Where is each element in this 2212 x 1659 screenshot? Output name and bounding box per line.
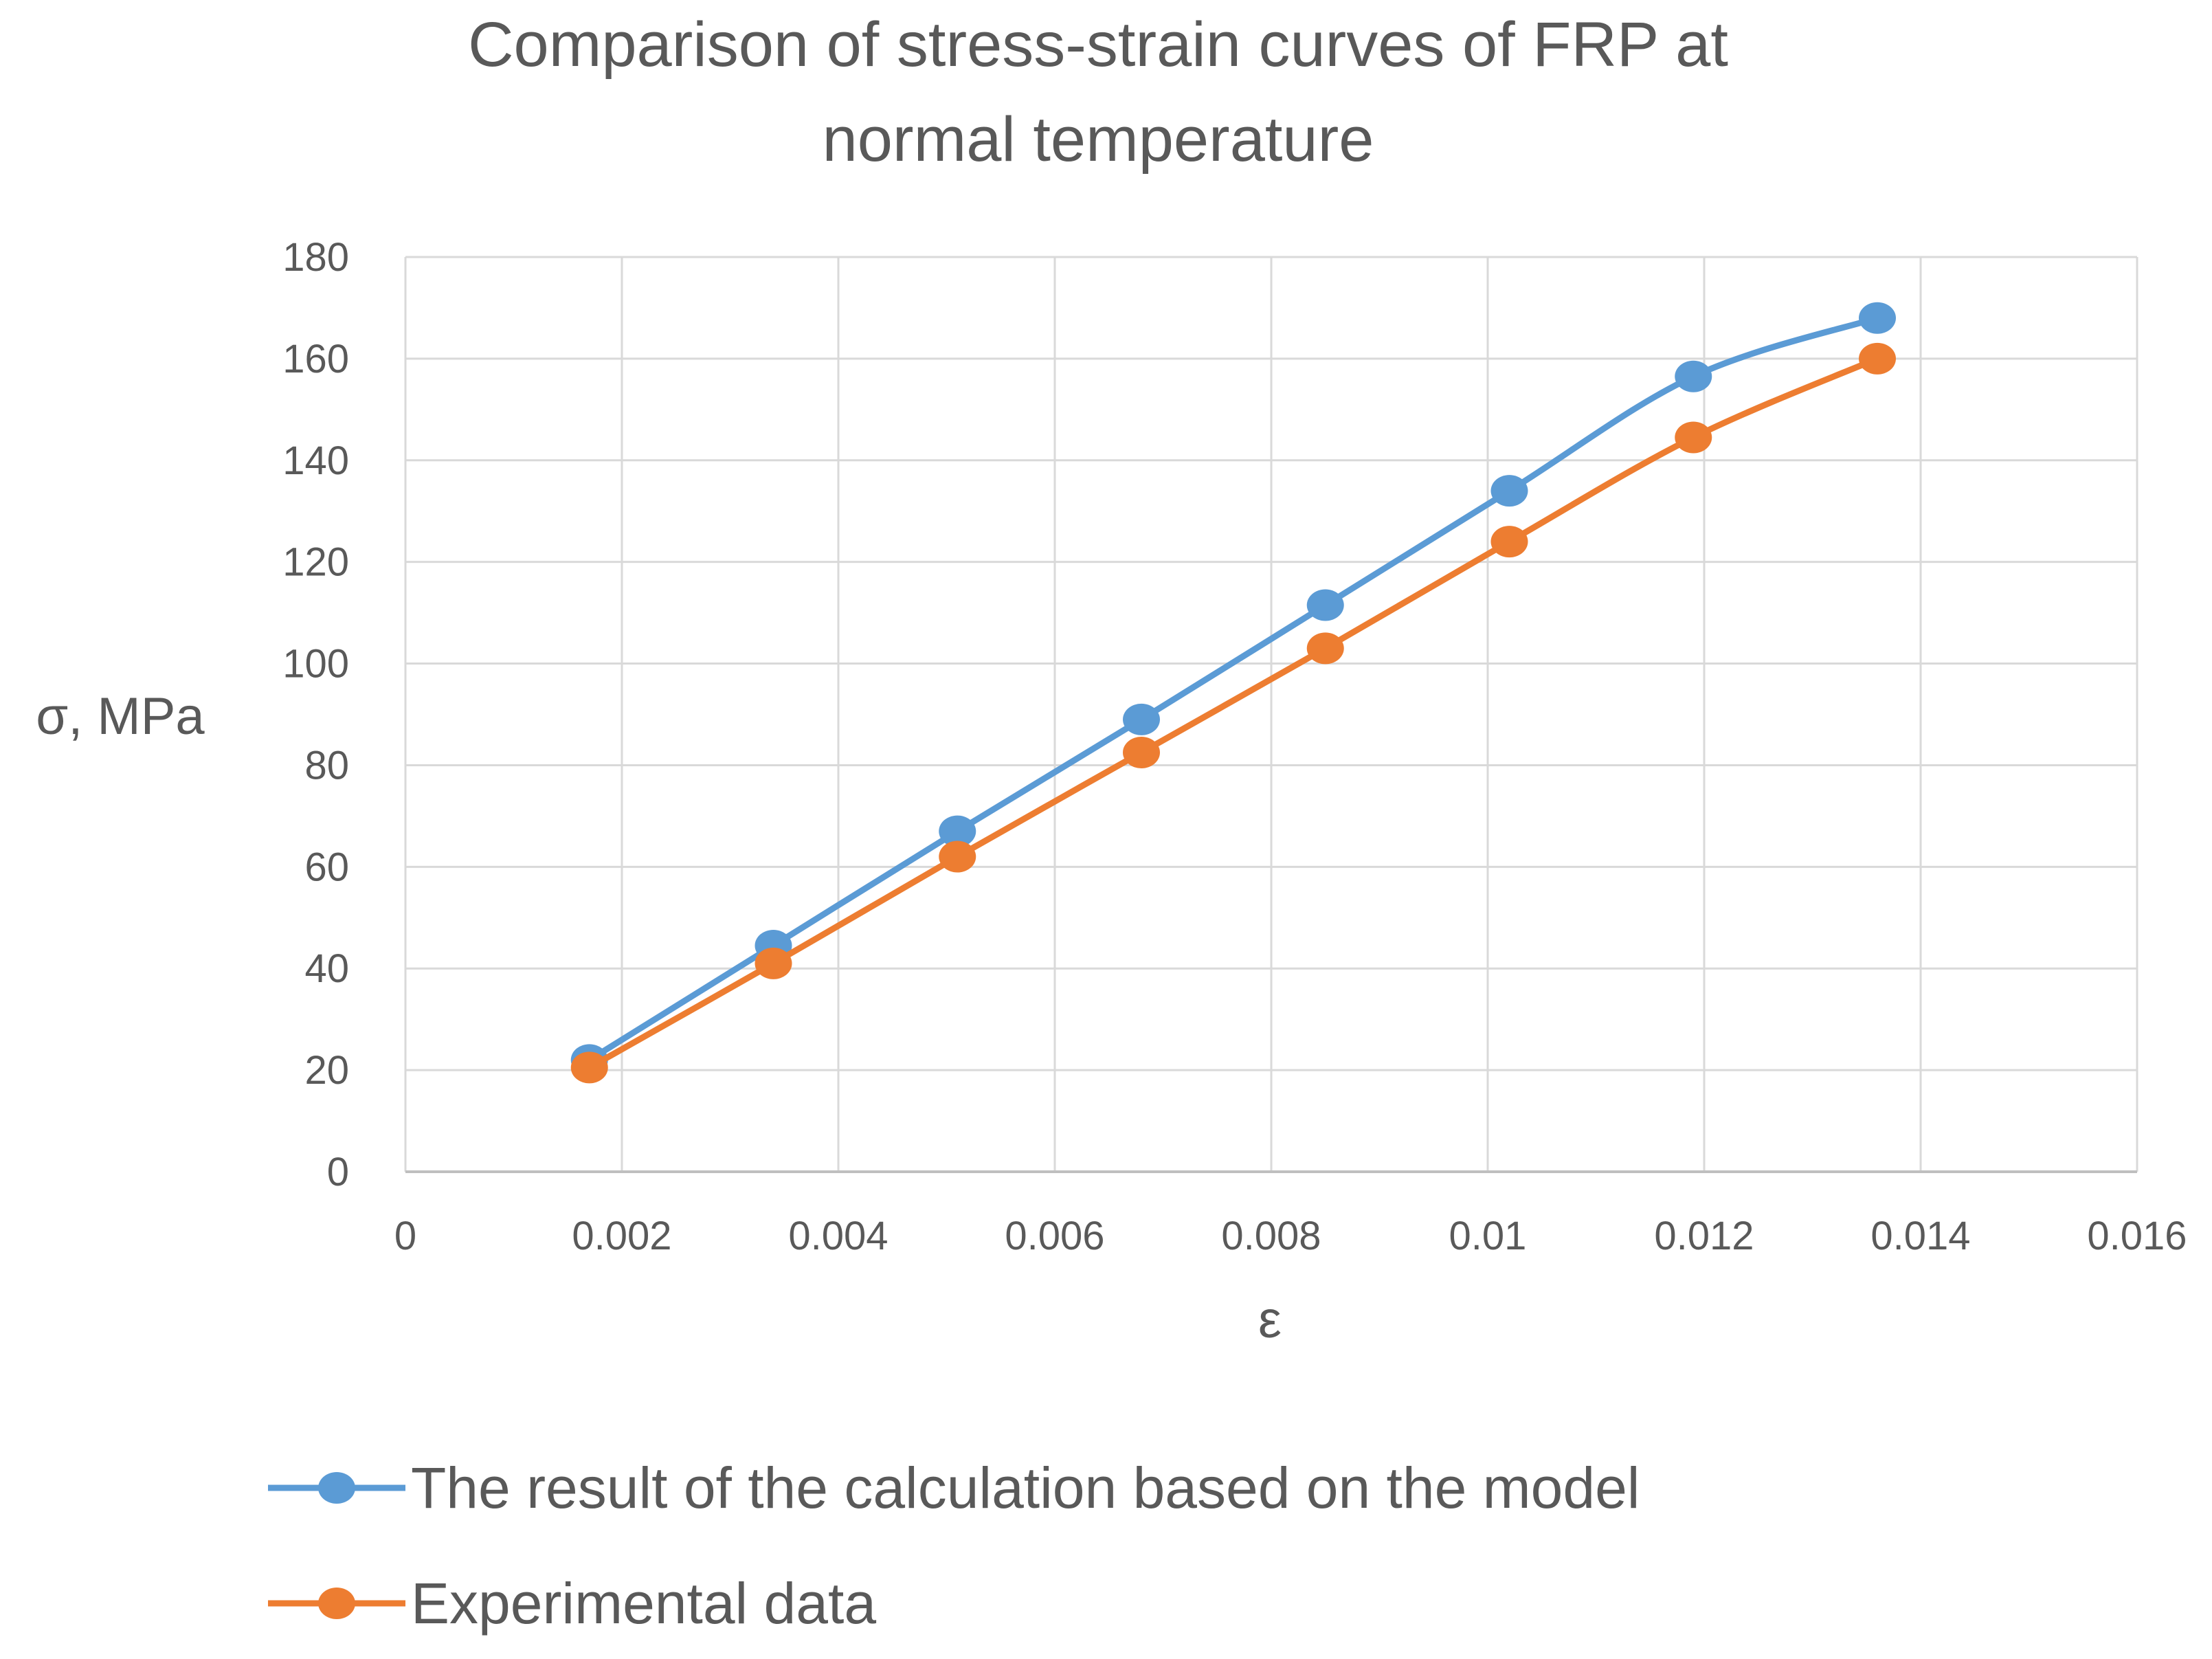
x-tick-label: 0.006 — [1005, 1214, 1104, 1258]
chart-title-line-1: Comparison of stress-strain curves of FR… — [468, 10, 1728, 80]
y-tick-label: 60 — [304, 845, 349, 889]
legend-label: The result of the calculation based on t… — [411, 1456, 1640, 1520]
chart-title-line-2: normal temperature — [823, 104, 1374, 175]
y-axis-ticks: 0 20 40 60 80 100 120 140 160 180 — [282, 235, 349, 1194]
data-point — [1490, 475, 1528, 507]
y-tick-label: 20 — [304, 1048, 349, 1093]
series-experimental — [570, 342, 1896, 1084]
y-tick-label: 0 — [327, 1150, 349, 1194]
y-tick-label: 140 — [282, 438, 349, 483]
series-line — [586, 315, 1881, 1063]
series-model — [570, 302, 1896, 1076]
chart-title: Comparison of stress-strain curves of FR… — [468, 10, 1728, 175]
x-tick-label: 0 — [394, 1214, 416, 1258]
data-point — [1306, 589, 1344, 621]
y-tick-label: 80 — [304, 743, 349, 788]
y-tick-label: 120 — [282, 540, 349, 585]
data-point — [1306, 632, 1344, 665]
data-point — [570, 1051, 608, 1084]
data-point — [1675, 360, 1712, 392]
data-point — [1490, 526, 1528, 558]
data-point — [1123, 736, 1160, 768]
data-point — [1675, 421, 1712, 454]
x-tick-label: 0.014 — [1870, 1214, 1970, 1258]
x-tick-label: 0.008 — [1221, 1214, 1321, 1258]
x-tick-label: 0.012 — [1654, 1214, 1754, 1258]
series-layer — [570, 302, 1896, 1084]
grid — [404, 256, 2138, 1173]
legend-item: The result of the calculation based on t… — [268, 1456, 1640, 1520]
y-tick-label: 180 — [282, 235, 349, 280]
legend-label: Experimental data — [411, 1571, 876, 1636]
legend-item: Experimental data — [268, 1571, 876, 1636]
legend-marker — [318, 1588, 355, 1619]
data-point — [1859, 342, 1896, 375]
x-axis-ticks: 0 0.002 0.004 0.006 0.008 0.01 0.012 0.014 0.016 — [394, 1214, 2187, 1258]
x-tick-label: 0.01 — [1449, 1214, 1527, 1258]
y-tick-label: 100 — [282, 642, 349, 687]
y-tick-label: 160 — [282, 337, 349, 381]
data-point — [1123, 703, 1160, 735]
y-axis-label: σ, MPa — [36, 687, 205, 746]
data-point — [939, 840, 976, 873]
x-tick-label: 0.002 — [572, 1214, 671, 1258]
series-line — [586, 355, 1881, 1071]
legend-marker — [318, 1472, 355, 1504]
data-point — [939, 815, 976, 847]
x-tick-label: 0.004 — [788, 1214, 888, 1258]
x-axis-label: ε — [1258, 1291, 1282, 1349]
data-point — [755, 947, 792, 979]
legend: The result of the calculation based on t… — [268, 1456, 1640, 1636]
data-point — [1859, 302, 1896, 334]
x-tick-label: 0.016 — [2087, 1214, 2187, 1258]
y-tick-label: 40 — [304, 946, 349, 991]
